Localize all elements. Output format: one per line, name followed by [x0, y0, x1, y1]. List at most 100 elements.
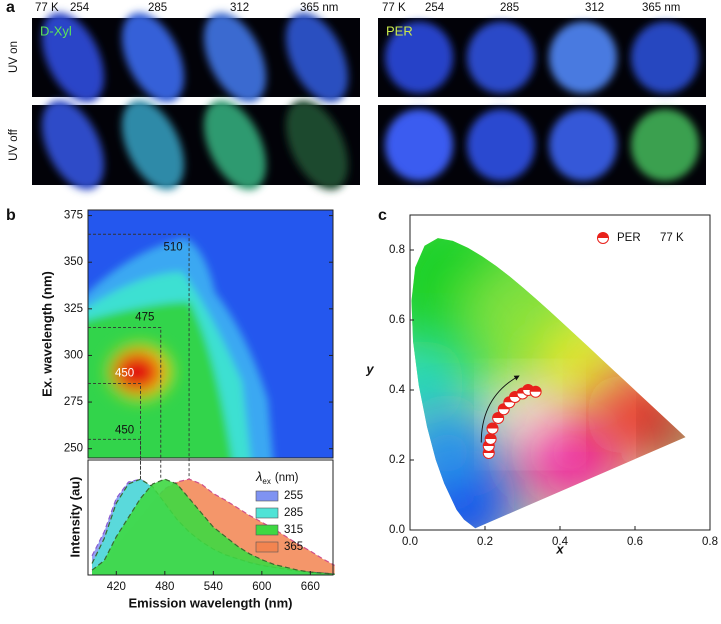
point — [484, 433, 497, 445]
photo-glow — [467, 109, 535, 181]
photo-label: 312 — [585, 2, 604, 14]
photo-label: 77 K — [382, 2, 406, 14]
y-tick-label: 0.4 — [389, 384, 406, 396]
photo-glow — [385, 109, 453, 181]
photo-glow — [41, 100, 105, 190]
spectrum-line — [91, 478, 335, 573]
photo-label: 285 — [148, 2, 167, 14]
photo-glow — [631, 21, 699, 94]
x-tick-label: 540 — [204, 581, 223, 593]
photo-glow — [631, 109, 699, 181]
panel-label: a — [6, 0, 15, 16]
legend-label: 285 — [284, 507, 303, 519]
x-tick-label: 0.4 — [552, 536, 569, 548]
legend-label: PER — [617, 232, 641, 244]
plot-frame — [87, 209, 334, 459]
y-tick-label: 0.8 — [389, 244, 405, 256]
y-axis-label: Ex. wavelength (nm) — [39, 271, 54, 397]
y-tick-label: 325 — [64, 303, 83, 315]
y-tick-label: 0.0 — [389, 524, 405, 536]
photo-glow — [285, 12, 349, 103]
x-tick-label: 420 — [107, 581, 126, 593]
legend-swatch — [255, 541, 279, 553]
photo-glow — [121, 12, 185, 103]
cie-color — [411, 338, 467, 428]
peak-label: 450 — [115, 367, 134, 379]
photo-glow — [121, 100, 185, 190]
photos: 77 K 254 285 312 365 nm D-Xyl 77 K 254 285 312 365… — [8, 2, 706, 190]
point — [529, 385, 542, 398]
photo-glow — [285, 100, 349, 190]
photo-glow — [203, 12, 267, 103]
x-tick-label: 600 — [252, 581, 271, 593]
legend-note: 77 K — [660, 232, 684, 244]
y-tick-label: 350 — [64, 256, 83, 268]
legend-swatch — [255, 490, 279, 502]
photo-glow — [385, 21, 453, 94]
photo-label: 312 — [230, 2, 249, 14]
trend-arrow — [480, 375, 520, 443]
photo-glow — [549, 109, 617, 181]
x-tick-label: 480 — [155, 581, 174, 593]
contour-map — [88, 210, 333, 458]
photo-glow — [203, 100, 267, 190]
panel-label: c — [378, 207, 387, 224]
peak-label: 510 — [163, 241, 182, 253]
peak-guide — [88, 233, 190, 480]
photo-label: 365 nm — [642, 2, 680, 14]
x-axis-label: x — [555, 541, 564, 556]
peak-label: 475 — [135, 312, 154, 324]
y-tick-label: 0.6 — [389, 314, 405, 326]
legend-title-part: λ — [255, 469, 262, 484]
legend-title: λex (nm) — [255, 469, 299, 486]
cie-color — [411, 408, 493, 498]
legend-title-part: (nm) — [275, 472, 299, 484]
point-half — [487, 423, 498, 429]
y-axis-label: y — [365, 361, 374, 376]
row-label: UV off — [8, 128, 20, 161]
legend-swatch — [255, 507, 279, 519]
photo-label: 365 nm — [300, 2, 338, 14]
plot-frame — [87, 459, 334, 576]
x-tick-label: 0.8 — [702, 536, 718, 548]
peak-guide — [88, 327, 162, 480]
photo-glow — [549, 21, 617, 94]
panel-label: b — [6, 207, 16, 224]
cie-diagram — [411, 238, 686, 529]
sample-name: PER — [386, 23, 413, 38]
photo-label: 77 K — [35, 2, 59, 14]
y-axis-label: Intensity (au) — [67, 477, 82, 558]
legend-label: 315 — [284, 524, 303, 536]
x-axis-label: Emission wavelength (nm) — [129, 595, 293, 610]
legend-label: 365 — [284, 541, 303, 553]
y-tick-label: 375 — [64, 210, 83, 222]
peak-label: 450 — [115, 424, 134, 436]
x-tick-label: 660 — [301, 581, 320, 593]
x-tick-label: 0.0 — [402, 536, 418, 548]
x-tick-label: 0.6 — [627, 536, 643, 548]
y-tick-label: 0.2 — [389, 454, 405, 466]
y-tick-label: 300 — [64, 349, 83, 361]
legend-swatch — [255, 524, 279, 536]
row-label: UV on — [8, 41, 20, 73]
point — [597, 232, 609, 244]
sample-name: D-Xyl — [40, 23, 72, 38]
spectrum-line — [91, 478, 335, 575]
peak-guide — [88, 438, 142, 480]
photo-label: 254 — [425, 2, 445, 14]
photo-glow — [41, 12, 105, 103]
photo-glow — [467, 21, 535, 94]
x-tick-label: 0.2 — [477, 536, 493, 548]
legend-title-part: ex — [262, 477, 270, 486]
point-half — [597, 232, 609, 238]
point-half — [530, 386, 542, 392]
peak-guide — [88, 382, 142, 480]
y-tick-label: 250 — [64, 443, 83, 455]
photo-label: 285 — [500, 2, 519, 14]
cie-color — [658, 413, 686, 458]
point-half — [485, 433, 497, 439]
photo-label: 254 — [70, 2, 90, 14]
legend-label: 255 — [284, 490, 303, 502]
point — [486, 422, 499, 435]
